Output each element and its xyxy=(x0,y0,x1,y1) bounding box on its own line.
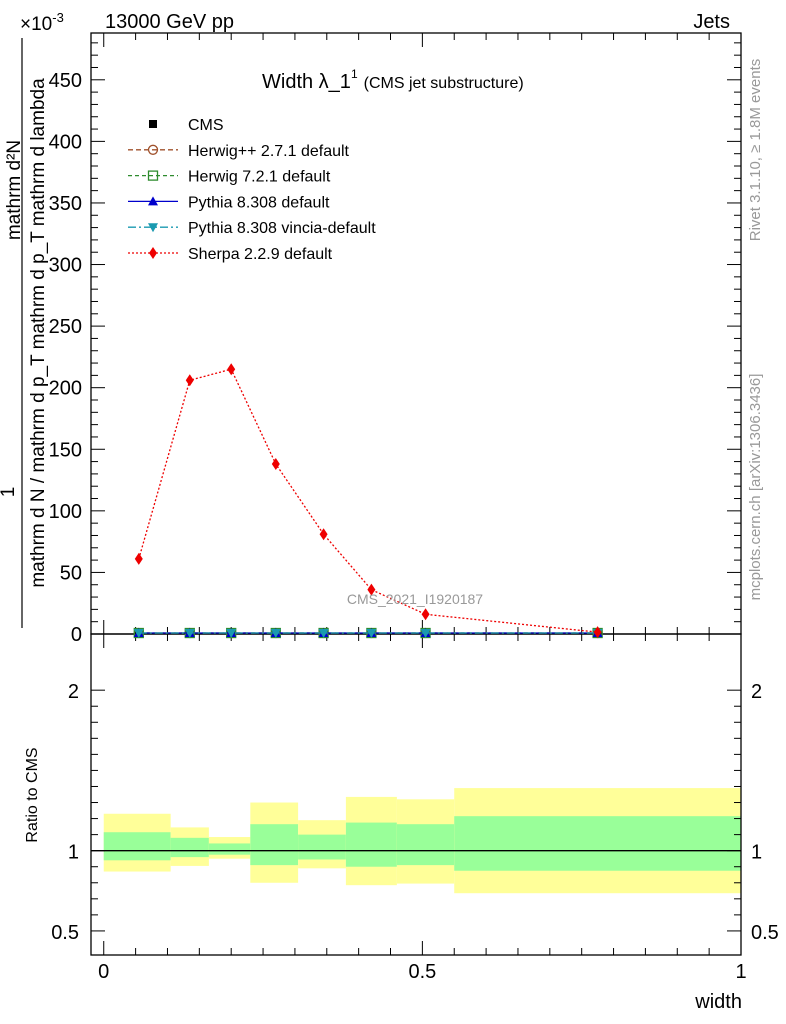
ratio-band-inner-1 xyxy=(170,837,209,858)
legend-marker-2 xyxy=(147,170,159,181)
data-point-5-4 xyxy=(319,528,328,541)
legend-entry-2: Herwig 7.2.1 default xyxy=(188,169,331,186)
y-tick-label-3: 150 xyxy=(49,439,82,461)
y-axis-label-numerator: mathrm d²N xyxy=(4,140,25,240)
data-point-5-5 xyxy=(367,583,376,596)
legend-entry-3: Pythia 8.308 default xyxy=(188,194,330,211)
legend-entry-4: Pythia 8.308 vincia-default xyxy=(188,220,376,237)
data-point-5-0 xyxy=(134,552,143,565)
x-axis-label: width xyxy=(694,991,742,1013)
data-point-5-3 xyxy=(271,458,280,471)
legend-marker-1 xyxy=(147,144,159,155)
data-marks xyxy=(133,363,603,639)
header-left: 13000 GeV pp xyxy=(105,11,234,33)
ratio-plot-frame xyxy=(90,633,742,956)
y-axis-label-top: 1 xyxy=(0,487,19,498)
x-tick-label-0: 0 xyxy=(98,961,109,983)
data-point-5-2 xyxy=(227,363,236,376)
y-tick-label-8: 400 xyxy=(49,131,82,153)
data-point-5-6 xyxy=(421,608,430,621)
y-tick-label-7: 350 xyxy=(49,193,82,215)
ratio-bands xyxy=(91,788,741,894)
series-line-5 xyxy=(138,368,598,633)
legend-marker-5 xyxy=(149,247,157,259)
y-tick-label-5: 250 xyxy=(49,316,82,338)
y-tick-label-1: 50 xyxy=(60,562,82,584)
analysis-watermark: CMS_2021_I1920187 xyxy=(347,591,483,607)
legend-entry-1: Herwig++ 2.7.1 default xyxy=(188,143,350,160)
ratio-band-inner-7 xyxy=(454,816,741,871)
legend: CMS Herwig++ 2.7.1 default Herwig 7.2.1 de… xyxy=(128,117,376,263)
legend-marker-4 xyxy=(148,223,158,233)
data-point-4-4 xyxy=(318,629,329,639)
data-point-4-0 xyxy=(133,629,144,639)
data-point-5-7 xyxy=(593,626,602,639)
ratio-y-tick-label-1: 1 xyxy=(68,842,79,864)
x-tick-label-1: 0.5 xyxy=(408,961,436,983)
ratio-y-axis-label: Ratio to CMS xyxy=(24,747,41,842)
ratio-band-inner-5 xyxy=(345,822,397,867)
data-point-4-1 xyxy=(184,629,195,639)
ratio-band-inner-4 xyxy=(298,834,346,860)
plot-frames xyxy=(90,32,742,956)
exponent-label: ×10-3 xyxy=(20,10,64,35)
data-point-4-5 xyxy=(366,629,377,639)
data-point-4-3 xyxy=(270,629,281,639)
mcplots-label: mcplots.cern.ch [arXiv:1306.3436] xyxy=(747,374,764,601)
legend-entry-0: CMS xyxy=(188,117,224,134)
data-point-4-6 xyxy=(420,629,431,639)
ratio-y-tick-label-2: 2 xyxy=(68,681,79,703)
y-tick-label-6: 300 xyxy=(49,255,82,277)
ratio-band-inner-0 xyxy=(103,832,171,861)
rivet-version-label: Rivet 3.1.10, ≥ 1.8M events xyxy=(747,59,764,242)
y-tick-label-4: 200 xyxy=(49,378,82,400)
y-tick-label-2: 100 xyxy=(49,501,82,523)
legend-marker-3 xyxy=(148,196,158,206)
ratio-y-tick-label-right-0: 0.5 xyxy=(751,922,779,944)
ratio-y-tick-label-right-2: 2 xyxy=(751,681,762,703)
ratio-band-inner-6 xyxy=(396,824,455,866)
ratio-band-inner-2 xyxy=(208,843,251,855)
legend-marker-0 xyxy=(149,120,157,128)
chart-title: Width λ_11(CMS jet substructure) xyxy=(262,67,524,93)
legend-entry-5: Sherpa 2.2.9 default xyxy=(188,246,333,263)
ratio-y-tick-label-0: 0.5 xyxy=(51,922,79,944)
y-tick-label-9: 450 xyxy=(49,70,82,92)
y-axis-label-denominator: mathrm d N / mathrm d p_T mathrm d p_T m… xyxy=(28,78,49,588)
ratio-band-inner-3 xyxy=(250,824,299,866)
header-right: Jets xyxy=(693,11,730,33)
x-tick-label-2: 1 xyxy=(735,961,746,983)
ratio-y-tick-label-right-1: 1 xyxy=(751,842,762,864)
data-point-4-2 xyxy=(226,629,237,639)
data-point-5-1 xyxy=(185,374,194,387)
y-tick-label-0: 0 xyxy=(71,624,82,646)
